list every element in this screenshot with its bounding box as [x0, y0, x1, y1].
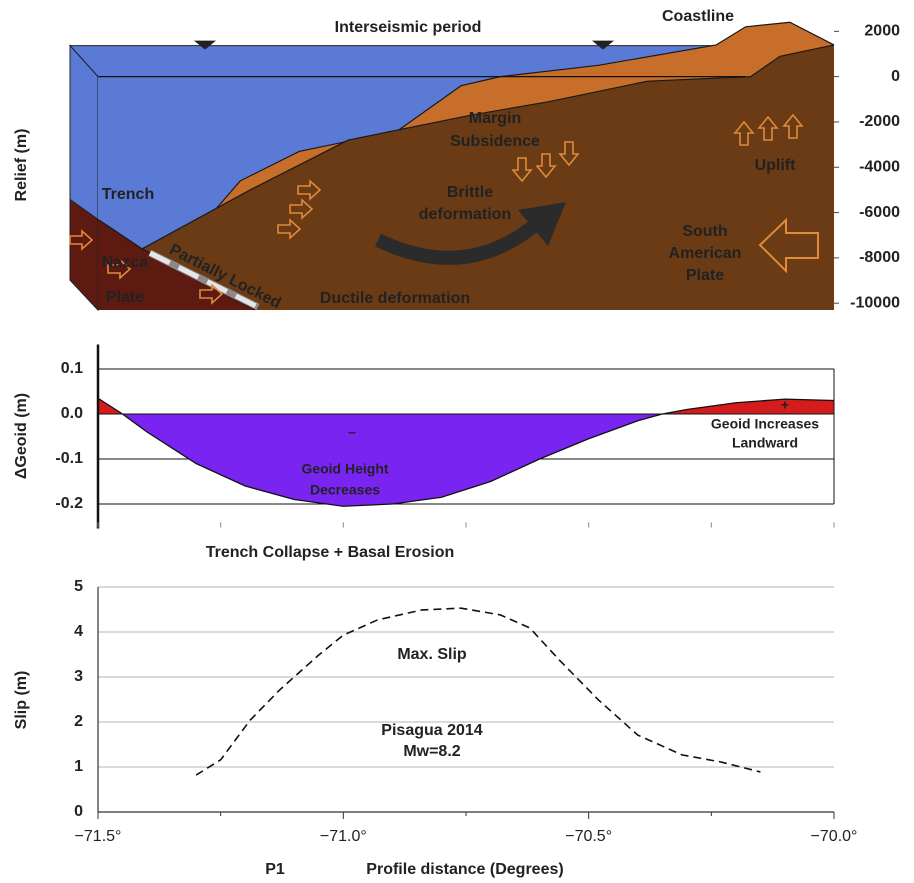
annotation: Geoid Increases — [711, 416, 819, 432]
nazca-side-face — [70, 199, 98, 310]
chart-title: Trench Collapse + Basal Erosion — [206, 544, 455, 561]
y-tick-label: 0.0 — [61, 405, 83, 422]
x-tick-label: −70.0° — [811, 828, 858, 845]
plot-area — [98, 587, 834, 812]
annotation: Brittle — [447, 184, 493, 201]
y-tick-label: 0 — [74, 803, 83, 820]
annotation: Coastline — [662, 8, 734, 25]
y-tick-label: -4000 — [859, 158, 900, 175]
annotation: Plate — [106, 289, 144, 306]
y-tick-label: -0.1 — [55, 450, 83, 467]
y-tick-label: -8000 — [859, 249, 900, 266]
annotation: Trench — [102, 186, 154, 203]
y-axis-label: ΔGeoid (m) — [13, 393, 30, 479]
profile-label: P1 — [265, 861, 285, 878]
annotation: Ductile deformation — [320, 290, 470, 307]
annotation: Geoid Height — [301, 461, 388, 477]
y-tick-label: -0.2 — [55, 495, 83, 512]
y-tick-label: -2000 — [859, 113, 900, 130]
annotation: Landward — [732, 435, 798, 451]
x-axis-label: Profile distance (Degrees) — [366, 861, 563, 878]
y-axis-label: Relief (m) — [13, 129, 30, 202]
annotation: Uplift — [755, 157, 797, 174]
annotation: Pisagua 2014 — [381, 722, 483, 739]
annotation: Decreases — [310, 482, 380, 498]
y-tick-label: 5 — [74, 578, 83, 595]
y-tick-label: 3 — [74, 668, 83, 685]
x-tick-label: −71.0° — [320, 828, 367, 845]
annotation: Margin — [469, 110, 521, 127]
y-tick-label: 2 — [74, 713, 83, 730]
chart-title: Interseismic period — [335, 19, 482, 36]
annotation: Plate — [686, 267, 724, 284]
y-tick-label: 0.1 — [61, 360, 83, 377]
y-axis-label: Slip (m) — [13, 671, 30, 730]
annotation: South — [682, 223, 727, 240]
y-tick-label: 0 — [891, 68, 900, 85]
annotation: + — [781, 397, 789, 413]
y-tick-label: -10000 — [850, 294, 900, 311]
annotation: Max. Slip — [397, 646, 467, 663]
y-tick-label: 4 — [74, 623, 83, 640]
annotation: Nazca — [102, 254, 148, 271]
figure: 2000 0 -2000 -4000 -6000 -8000 -10000 Interseis… — [0, 0, 914, 883]
annotation: Mw=8.2 — [403, 743, 460, 760]
x-tick-label: −71.5° — [75, 828, 122, 845]
annotation: Subsidence — [450, 133, 540, 150]
y-tick-label: -6000 — [859, 204, 900, 221]
y-tick-label: 2000 — [864, 23, 900, 40]
annotation: American — [669, 245, 742, 262]
y-tick-label: 1 — [74, 758, 83, 775]
annotation: – — [348, 424, 356, 440]
annotation: deformation — [419, 206, 511, 223]
x-tick-label: −70.5° — [565, 828, 612, 845]
